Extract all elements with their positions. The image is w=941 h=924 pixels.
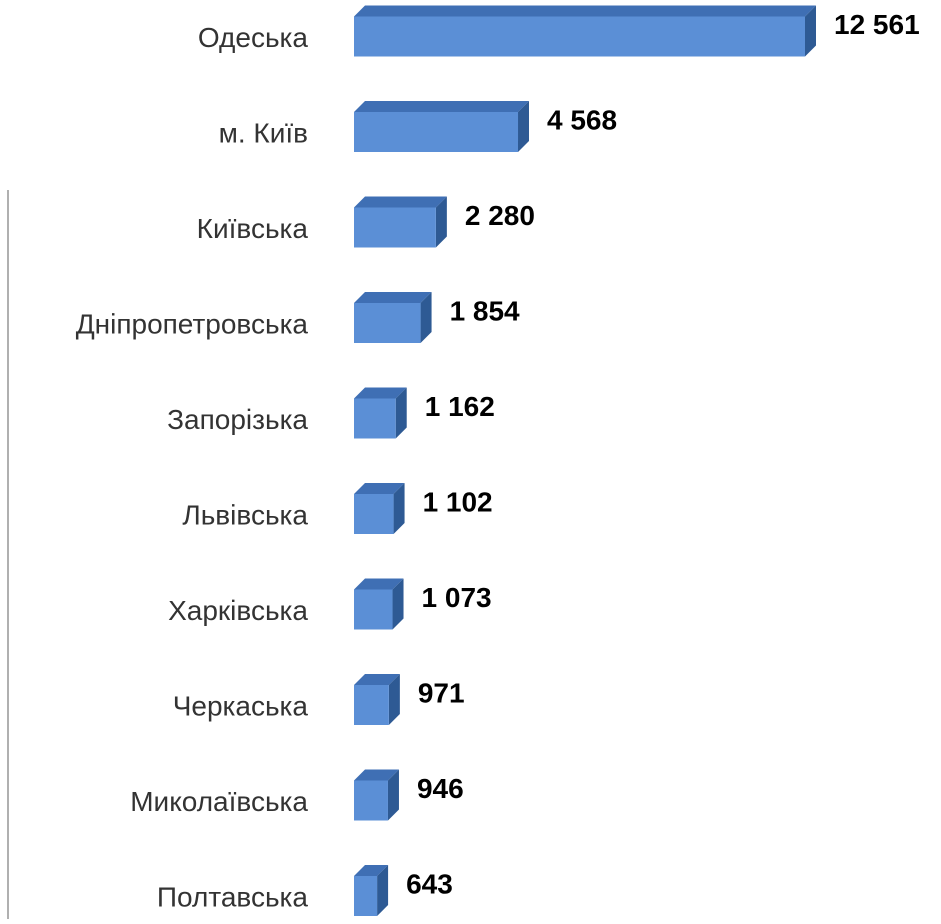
category-label: Черкаська	[173, 691, 309, 722]
bar-top-face	[354, 196, 447, 208]
bar-top-face	[354, 101, 530, 112]
bar-top-face	[354, 674, 400, 685]
bar-top-face	[354, 483, 405, 494]
bar	[354, 780, 388, 821]
bar-group: Харківська 1 073	[168, 578, 492, 630]
bar-side-face	[805, 5, 816, 57]
bar-side-face	[518, 101, 530, 152]
category-label: Запорізька	[167, 404, 308, 435]
bar	[354, 16, 805, 57]
bar-side-face	[392, 578, 404, 630]
bar-top-face	[354, 865, 389, 876]
bar-top-face	[354, 769, 399, 781]
bar	[354, 112, 519, 152]
bar-top-face	[354, 292, 432, 303]
category-label: м. Київ	[219, 118, 308, 149]
bar-group: Полтавська 643	[157, 865, 453, 916]
data-label: 4 568	[547, 105, 617, 136]
bar-group: Запорізька 1 162	[167, 387, 495, 439]
bar	[354, 494, 394, 534]
bar-side-face	[393, 483, 405, 534]
bar	[354, 685, 389, 725]
bar-group: Львівська 1 102	[182, 483, 493, 534]
data-label: 2 280	[465, 200, 535, 231]
bar-side-face	[377, 865, 389, 916]
bar-side-face	[388, 674, 400, 725]
bar-top-face	[354, 578, 404, 590]
category-label: Полтавська	[157, 882, 309, 913]
data-label: 946	[417, 773, 464, 804]
bar	[354, 876, 378, 916]
data-label: 643	[406, 869, 453, 900]
category-label: Одеська	[198, 22, 309, 53]
left-divider-line	[7, 190, 9, 919]
category-label: Львівська	[182, 500, 308, 531]
data-label: 1 102	[423, 487, 493, 518]
bar-group: м. Київ 4 568	[219, 101, 617, 152]
bar	[354, 398, 396, 439]
data-label: 1 854	[450, 296, 520, 327]
bar-group: Київська 2 280	[197, 196, 535, 248]
bar-group: Дніпропетровська 1 854	[76, 292, 520, 343]
bar-side-face	[420, 292, 432, 343]
category-label: Дніпропетровська	[76, 309, 309, 340]
bar-top-face	[354, 387, 407, 399]
category-label: Миколаївська	[130, 786, 308, 817]
data-label: 971	[418, 678, 465, 709]
bar-group: Одеська 12 561	[198, 5, 920, 57]
bar	[354, 303, 421, 343]
bar	[354, 589, 393, 630]
data-label: 1 073	[422, 582, 492, 613]
category-label: Київська	[197, 213, 309, 244]
bar-side-face	[395, 387, 407, 439]
bar-side-face	[435, 196, 447, 248]
bar-group: Миколаївська 946	[130, 769, 464, 821]
bar-side-face	[387, 769, 399, 821]
data-label: 12 561	[834, 9, 920, 40]
bar	[354, 207, 436, 248]
data-label: 1 162	[425, 391, 495, 422]
bar-group: Черкаська 971	[173, 674, 465, 725]
category-label: Харківська	[168, 595, 308, 626]
bar-top-face	[354, 5, 816, 17]
